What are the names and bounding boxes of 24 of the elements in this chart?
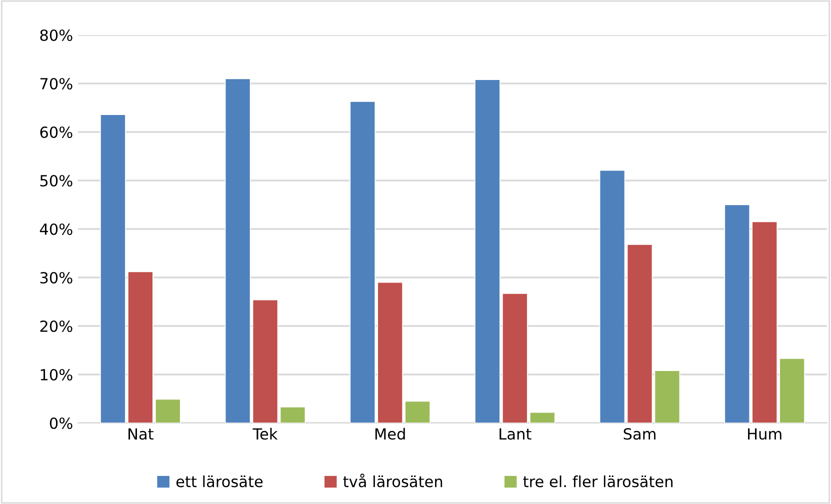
x-tick-label: Med bbox=[375, 428, 405, 440]
y-tick-label: 50% bbox=[40, 174, 72, 187]
bar bbox=[252, 299, 278, 423]
x-tick-label: Hum bbox=[748, 428, 782, 440]
bar bbox=[599, 170, 626, 423]
y-tick-label: 10% bbox=[40, 368, 72, 381]
y-tick-label: 70% bbox=[40, 78, 72, 90]
bar bbox=[280, 406, 306, 423]
y-tick-label: 20% bbox=[40, 320, 72, 332]
legend-label: två lärosäten bbox=[343, 474, 442, 488]
bar bbox=[654, 370, 680, 423]
y-tick-label: 0% bbox=[50, 417, 72, 430]
legend-label: ett lärosäte bbox=[176, 475, 263, 488]
x-tick-label: Nat bbox=[128, 428, 154, 440]
legend-label: tre el. fler lärosäten bbox=[523, 475, 672, 488]
y-tick-label: 40% bbox=[40, 223, 72, 236]
x-tick-label: Sam bbox=[624, 428, 656, 440]
bar bbox=[224, 78, 251, 423]
x-tick-label: Lant bbox=[500, 428, 532, 440]
y-tick-label: 80% bbox=[40, 29, 72, 42]
bar bbox=[626, 244, 653, 423]
y-tick-label: 30% bbox=[40, 272, 72, 284]
x-tick-label: Tek bbox=[252, 428, 278, 440]
y-tick-label: 60% bbox=[40, 126, 72, 138]
